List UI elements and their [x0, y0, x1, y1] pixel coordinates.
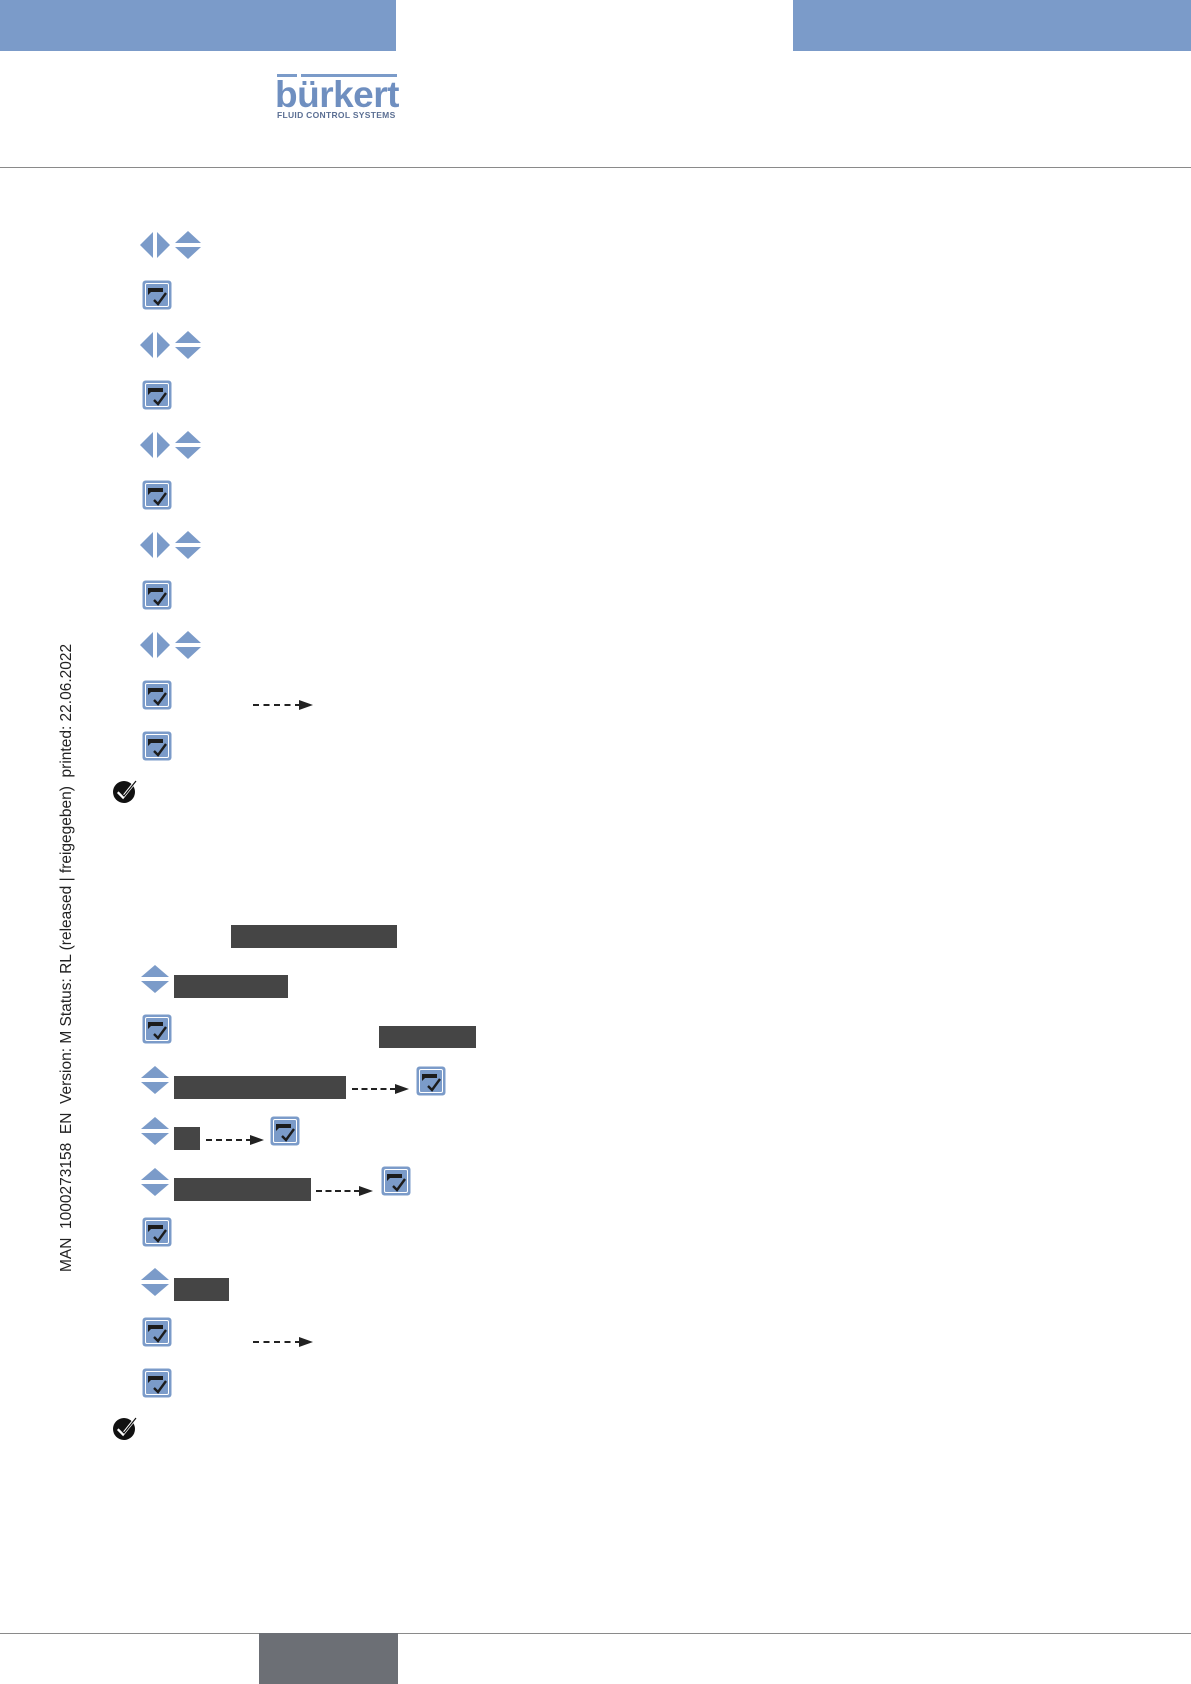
check-circle-icon: [112, 779, 138, 805]
enter-key-icon: [142, 1368, 172, 1398]
logo-bar: [277, 74, 297, 77]
arrow-head: [299, 1337, 313, 1347]
arrow-keys-icon: [140, 329, 202, 361]
header-band-right: [793, 0, 1191, 51]
redacted-text-block: [231, 925, 397, 948]
arrow-keys-icon: [140, 229, 202, 261]
enter-key-icon: [142, 1014, 172, 1044]
enter-key-icon: [416, 1066, 446, 1096]
arrow-keys-icon: [140, 429, 202, 461]
header-divider: [0, 167, 1191, 168]
dashed-arrow-line: [253, 1341, 301, 1343]
enter-key-icon: [270, 1116, 300, 1146]
up-down-arrows-icon: [140, 1115, 170, 1147]
up-down-arrows-icon: [140, 963, 170, 995]
up-down-arrows-icon: [140, 1266, 170, 1298]
enter-key-icon: [142, 1317, 172, 1347]
dashed-arrow-line: [352, 1088, 396, 1090]
enter-key-icon: [142, 580, 172, 610]
check-circle-icon: [112, 1416, 138, 1442]
enter-key-icon: [381, 1166, 411, 1196]
redacted-text-block: [174, 1178, 311, 1201]
arrow-keys-icon: [140, 629, 202, 661]
brand-name: bürkert: [275, 74, 399, 115]
enter-key-icon: [142, 480, 172, 510]
redacted-text-block: [174, 1127, 200, 1150]
arrow-head: [299, 700, 313, 710]
arrow-head: [359, 1186, 373, 1196]
enter-key-icon: [142, 380, 172, 410]
footer-divider: [0, 1633, 1191, 1634]
enter-key-icon: [142, 1217, 172, 1247]
redacted-text-block: [379, 1026, 476, 1048]
arrow-keys-icon: [140, 529, 202, 561]
enter-key-icon: [142, 680, 172, 710]
enter-key-icon: [142, 280, 172, 310]
enter-key-icon: [142, 731, 172, 761]
dashed-arrow-line: [316, 1190, 360, 1192]
header-band-left: [0, 0, 396, 51]
arrow-head: [395, 1084, 409, 1094]
document-status-note: MAN 1000273158 EN Version: M Status: RL …: [58, 643, 75, 1272]
dashed-arrow-line: [206, 1139, 252, 1141]
logo-bar: [301, 74, 397, 77]
footer-page-tab: [259, 1633, 398, 1684]
up-down-arrows-icon: [140, 1166, 170, 1198]
dashed-arrow-line: [253, 704, 301, 706]
up-down-arrows-icon: [140, 1064, 170, 1096]
arrow-head: [250, 1135, 264, 1145]
brand-tagline: FLUID CONTROL SYSTEMS: [277, 110, 396, 120]
redacted-text-block: [174, 1076, 346, 1099]
redacted-text-block: [174, 975, 288, 998]
redacted-text-block: [174, 1278, 229, 1301]
